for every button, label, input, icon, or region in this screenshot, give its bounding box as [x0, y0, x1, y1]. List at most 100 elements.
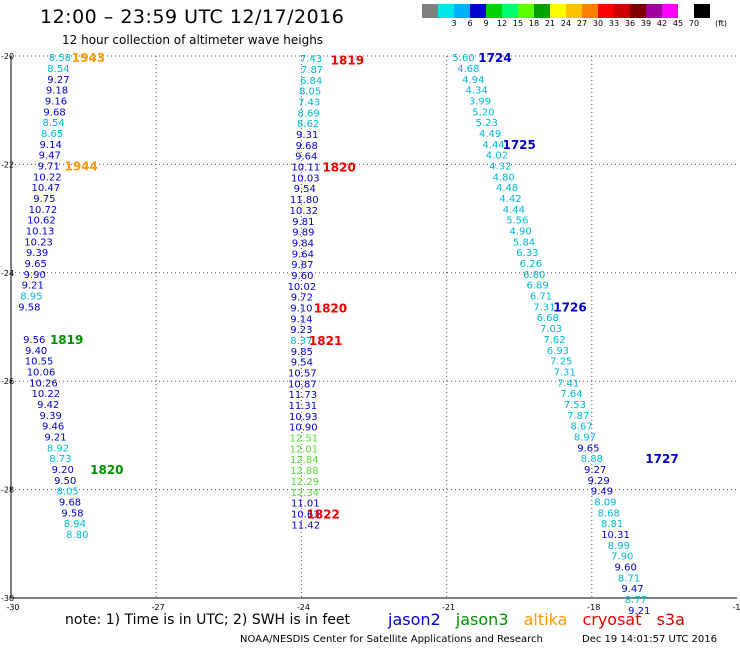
wave-height-label: 4.44 — [503, 205, 525, 216]
y-tick-label: -22 — [1, 160, 14, 169]
pass-time-label: 1820 — [314, 301, 347, 315]
pass-time-label: 1820 — [90, 463, 123, 477]
wave-height-label: 9.40 — [25, 346, 47, 357]
wave-height-label: 9.29 — [587, 476, 609, 487]
wave-height-label: 10.47 — [32, 183, 61, 194]
wave-height-label: 9.90 — [24, 270, 46, 281]
chart-subtitle: 12 hour collection of altimeter wave hei… — [62, 33, 324, 47]
color-scale-bin — [518, 4, 534, 18]
color-scale-bin — [438, 4, 454, 18]
wave-height-label: 10.13 — [26, 227, 55, 238]
wave-height-label: 7.90 — [611, 552, 633, 563]
wave-height-label: 8.69 — [298, 108, 320, 119]
legend-jason2: jason2 — [388, 610, 441, 629]
color-scale-bin — [470, 4, 486, 18]
wave-height-label: 9.49 — [591, 487, 613, 498]
wave-height-label: 9.27 — [47, 75, 69, 86]
wave-height-label: 10.26 — [29, 378, 58, 389]
wave-height-label: 11.73 — [289, 390, 318, 401]
color-scale-bin — [614, 4, 630, 18]
wave-height-label: 9.65 — [25, 259, 47, 270]
wave-height-label: 8.77 — [625, 595, 647, 606]
wave-height-label: 6.33 — [516, 248, 538, 259]
footnote: note: 1) Time is in UTC; 2) SWH is in fe… — [65, 612, 351, 628]
wave-height-label: 9.14 — [290, 314, 312, 325]
wave-height-label: 9.84 — [292, 238, 314, 249]
wave-height-label: 12.01 — [289, 444, 318, 455]
wave-height-label: 12.84 — [290, 455, 319, 466]
wave-height-label: 9.58 — [61, 508, 83, 519]
wave-height-label: 4.02 — [486, 151, 508, 162]
wave-height-label: 9.54 — [291, 358, 313, 369]
wave-height-label: 4.94 — [462, 75, 484, 86]
wave-height-label: 10.11 — [291, 163, 320, 174]
x-tick-label: -15 — [732, 603, 740, 612]
wave-height-label: 10.22 — [32, 389, 61, 400]
satellite-legend: jason2 jason3 altika cryosat s3a — [388, 610, 695, 629]
wave-height-label: 11.42 — [291, 520, 320, 531]
wave-height-label: 4.49 — [479, 129, 501, 140]
wave-height-label: 9.21 — [628, 606, 650, 617]
x-tick-label: -24 — [297, 603, 310, 612]
wave-height-label: 8.97 — [574, 432, 596, 443]
pass-time-label: 1944 — [64, 159, 97, 173]
wave-height-label: 10.55 — [25, 357, 54, 368]
wave-height-label: 8.92 — [47, 443, 69, 454]
y-tick-label: -30 — [1, 594, 14, 603]
wave-height-label: 5.23 — [476, 118, 498, 129]
wave-height-label: 3.99 — [469, 96, 491, 107]
wave-height-label: 8.09 — [594, 498, 616, 509]
pass-time-label: 1819 — [50, 333, 83, 347]
wave-height-label: 5.84 — [513, 237, 535, 248]
wave-height-label: 8.88 — [581, 454, 603, 465]
legend-s3a: s3a — [656, 610, 685, 629]
wave-height-label: 4.68 — [457, 64, 479, 75]
wave-height-label: 12.51 — [289, 434, 318, 445]
wave-height-label: 7.31 — [533, 302, 555, 313]
color-scale-unit: (ft) — [715, 19, 728, 28]
pass-time-label: 1943 — [72, 51, 105, 65]
pass-time-label: 1821 — [309, 334, 342, 348]
wave-height-label: 9.89 — [292, 228, 314, 239]
wave-height-label: 6.71 — [530, 292, 552, 303]
color-scale-bin — [694, 4, 710, 18]
color-scale-bin — [678, 4, 694, 18]
wave-height-label: 10.03 — [291, 173, 320, 184]
wave-height-label: 9.60 — [291, 271, 313, 282]
wave-height-label: 9.68 — [59, 498, 81, 509]
wave-height-label: 12.88 — [290, 466, 319, 477]
color-scale-bin — [598, 4, 614, 18]
wave-height-label: 7.41 — [557, 378, 579, 389]
wave-height-label: 9.81 — [292, 217, 314, 228]
generated-timestamp: Dec 19 14:01:57 UTC 2016 — [582, 634, 717, 645]
wave-height-label: 7.43 — [300, 54, 322, 65]
wave-height-label: 9.87 — [291, 260, 313, 271]
wave-height-label: 9.31 — [296, 130, 318, 141]
wave-height-label: 8.71 — [618, 573, 640, 584]
legend-jason3: jason3 — [455, 610, 509, 629]
wave-height-label: 7.43 — [298, 98, 320, 109]
wave-height-label: 9.21 — [22, 281, 44, 292]
wave-height-label: 9.50 — [54, 476, 76, 487]
wave-height-label: 7.31 — [554, 367, 576, 378]
wave-height-label: 10.32 — [289, 206, 318, 217]
color-scale-bin — [550, 4, 566, 18]
legend-altika: altika — [523, 610, 568, 629]
color-scale-bin — [646, 4, 662, 18]
wave-height-label: 8.94 — [64, 519, 86, 530]
wave-height-label: 4.80 — [493, 172, 515, 183]
color-scale-bin — [422, 4, 438, 18]
wave-height-label: 4.42 — [499, 194, 521, 205]
wave-height-label: 8.54 — [42, 118, 64, 129]
wave-height-label: 10.57 — [288, 369, 317, 380]
color-scale-label: 12 — [496, 19, 508, 28]
wave-height-label: 8.58 — [49, 53, 71, 64]
x-tick-label: -27 — [152, 603, 165, 612]
wave-height-label: 10.90 — [289, 423, 318, 434]
wave-height-label: 7.87 — [301, 65, 323, 76]
wave-height-label: 8.65 — [41, 129, 63, 140]
wave-height-label: 9.18 — [46, 86, 68, 97]
wave-height-label: 6.80 — [523, 270, 545, 281]
wave-height-label: 4.44 — [482, 140, 504, 151]
wave-height-label: 11.31 — [289, 401, 318, 412]
